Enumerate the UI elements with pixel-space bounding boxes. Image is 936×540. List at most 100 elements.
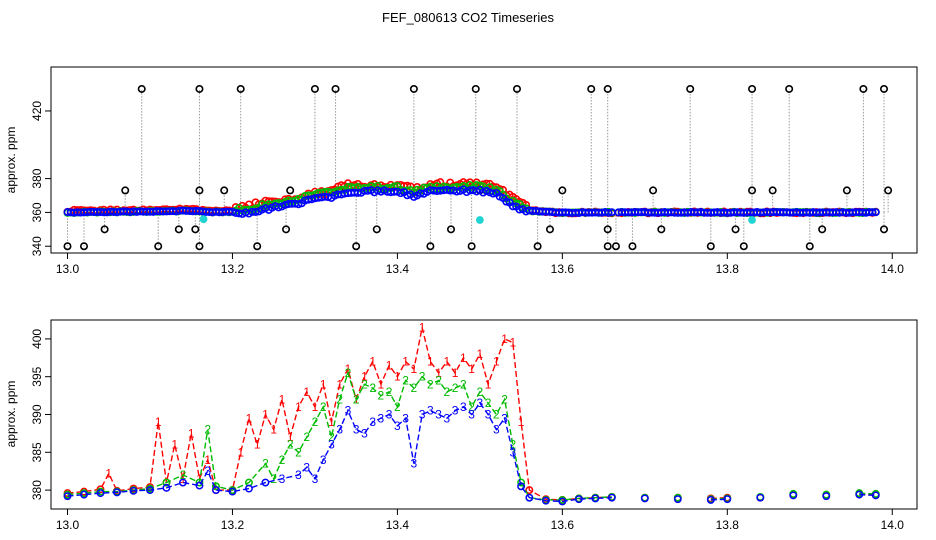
series-3-label: 3 <box>477 396 484 410</box>
series-1-label: 1 <box>287 430 294 444</box>
top-marks <box>63 84 893 251</box>
series-2-label: 2 <box>460 377 467 391</box>
series-1-label: 1 <box>386 358 393 372</box>
series-1-label: 1 <box>270 423 277 437</box>
series-2-label: 2 <box>336 392 343 406</box>
outlier-point <box>859 84 868 93</box>
series-1-label: 1 <box>518 415 525 429</box>
series-2-label: 2 <box>353 392 360 406</box>
series-3-label: 3 <box>485 408 492 422</box>
series-1-label: 1 <box>237 445 244 459</box>
series-1-label: 1 <box>411 362 418 376</box>
series-3-label: 3 <box>279 472 286 486</box>
series-2-label: 2 <box>303 430 310 444</box>
series-2-label: 2 <box>287 438 294 452</box>
series-2-point <box>212 482 220 491</box>
outlier-point <box>748 186 757 195</box>
top-axes: 13.0 13.2 13.4 13.6 13.8 14.0 340 360 380 420 <box>30 101 904 276</box>
series-3-label: 3 <box>361 426 368 440</box>
top-series-3-point <box>871 208 880 217</box>
top-series-3-point <box>868 208 877 217</box>
top-series-3-point <box>489 189 498 198</box>
outlier-point <box>409 84 418 93</box>
bottom-xtick-label: 13.8 <box>716 518 740 532</box>
series-3-point <box>591 494 600 503</box>
series-1-label: 1 <box>262 408 269 422</box>
series-3-point <box>855 490 864 499</box>
outlier-point <box>195 242 204 251</box>
series-1-point <box>525 486 534 495</box>
series-1-label: 1 <box>493 355 500 369</box>
series-2-label: 2 <box>270 472 277 486</box>
top-xtick-label: 13.0 <box>56 262 80 276</box>
outlier-point <box>587 84 596 93</box>
outlier-point <box>352 242 361 251</box>
series-1-label: 1 <box>444 355 451 369</box>
series-3-point <box>525 493 534 502</box>
series-3-point <box>162 483 171 492</box>
outlier-point <box>79 242 88 251</box>
series-3-label: 3 <box>386 408 393 422</box>
series-2-label: 2 <box>361 377 368 391</box>
series-3-label: 3 <box>204 464 211 478</box>
series-1-label: 1 <box>485 377 492 391</box>
outlier-point <box>100 225 109 234</box>
outlier-point <box>884 186 893 195</box>
series-1-label: 1 <box>254 438 261 452</box>
series-1-label: 1 <box>328 415 335 429</box>
series-2-label: 2 <box>419 370 426 384</box>
series-1-label: 1 <box>510 336 517 350</box>
series-3-point <box>558 497 567 506</box>
outlier-point <box>558 186 567 195</box>
series-1-label: 1 <box>419 321 426 335</box>
series-1-label: 1 <box>295 400 302 414</box>
series-3-point <box>607 493 616 502</box>
series-2-label: 2 <box>378 389 385 403</box>
outlier-point <box>686 84 695 93</box>
bottom-xtick-label: 13.0 <box>56 518 80 532</box>
top-ylabel: approx. ppm <box>4 127 18 194</box>
series-3-label: 3 <box>444 411 451 425</box>
series-1-label: 1 <box>452 366 459 380</box>
series-2-label: 2 <box>262 457 269 471</box>
series-3-point <box>756 493 765 502</box>
series-2-label: 2 <box>312 415 319 429</box>
outlier-point <box>310 84 319 93</box>
series-3-point <box>129 486 138 495</box>
outlier-point <box>785 84 794 93</box>
outlier-point <box>818 225 827 234</box>
series-3-label: 3 <box>468 408 475 422</box>
series-2-label: 2 <box>435 373 442 387</box>
outlier-point <box>191 225 200 234</box>
series-3-point <box>179 478 187 487</box>
bottom-ytick-label: 390 <box>30 404 44 424</box>
series-2-point <box>162 478 171 487</box>
bottom-marks: 1111111111111111111111111111111111111111… <box>63 321 880 506</box>
outlier-point <box>154 242 163 251</box>
outlier-point <box>137 84 146 93</box>
series-3-label: 3 <box>336 423 343 437</box>
bottom-ylabel: approx. ppm <box>4 381 18 448</box>
top-series-3-point <box>251 207 260 216</box>
series-3-point <box>228 487 237 496</box>
series-2-label: 2 <box>452 381 459 395</box>
series-3-label: 3 <box>369 415 376 429</box>
series-3-label: 3 <box>411 457 418 471</box>
series-2-label: 2 <box>369 381 376 395</box>
top-series-3-point <box>508 202 517 211</box>
series-1-label: 1 <box>336 377 343 391</box>
series-2-label: 2 <box>295 445 302 459</box>
outlier-point <box>195 84 204 93</box>
top-xtick-label: 13.4 <box>386 262 410 276</box>
series-1-label: 1 <box>501 332 508 346</box>
series-3-point <box>640 494 649 503</box>
bottom-ytick-label: 385 <box>30 442 44 462</box>
bottom-xtick-label: 14.0 <box>881 518 905 532</box>
series-3-label: 3 <box>493 423 500 437</box>
outlier-point <box>603 242 612 251</box>
series-2-label: 2 <box>204 423 211 437</box>
series-3-label: 3 <box>295 468 302 482</box>
series-1-label: 1 <box>303 385 310 399</box>
series-2-label: 2 <box>394 400 401 414</box>
